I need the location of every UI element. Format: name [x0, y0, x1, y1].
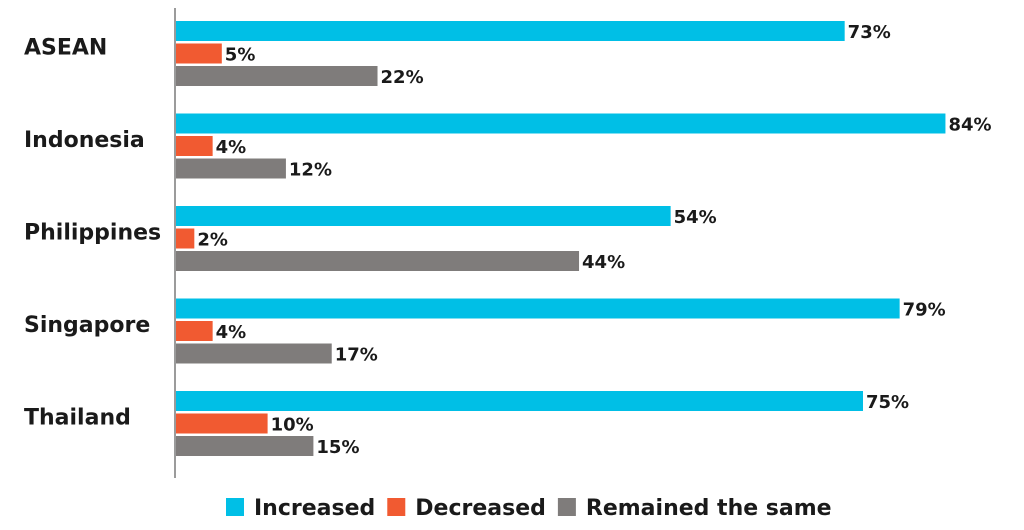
bars-layer: [176, 21, 946, 456]
bar-asean-remained-the-same: [176, 66, 378, 86]
data-label-philippines-increased: 54%: [674, 207, 717, 228]
bar-singapore-remained-the-same: [176, 343, 332, 364]
category-label-philippines: Philippines: [24, 221, 161, 246]
bar-philippines-decreased: [176, 228, 195, 249]
bar-philippines-increased: [176, 206, 671, 226]
labels-layer: 73% 5% 22% ASEAN 84% 4% 12% Indonesia 54% 2% 44% Ph…: [24, 22, 992, 458]
bar-indonesia-remained-the-same: [176, 158, 286, 179]
legend-swatch-increased: [226, 498, 244, 516]
category-label-thailand: Thailand: [24, 406, 131, 431]
data-label-indonesia-increased: 84%: [948, 115, 991, 136]
legend-label-remained-the-same: Remained the same: [586, 496, 832, 521]
category-label-asean: ASEAN: [24, 36, 107, 61]
data-label-indonesia-decreased: 4%: [216, 137, 247, 158]
data-label-philippines-decreased: 2%: [197, 230, 228, 251]
bar-singapore-increased: [176, 298, 900, 319]
data-label-asean-remained-the-same: 22%: [381, 67, 424, 88]
data-label-singapore-decreased: 4%: [216, 322, 247, 343]
data-label-indonesia-remained-the-same: 12%: [289, 160, 332, 181]
bar-thailand-decreased: [176, 413, 268, 434]
legend-swatch-remained-the-same: [557, 498, 576, 516]
legend-label-increased: Increased: [254, 496, 375, 521]
data-label-thailand-increased: 75%: [866, 392, 909, 413]
data-label-philippines-remained-the-same: 44%: [582, 252, 625, 273]
bar-thailand-increased: [176, 391, 863, 411]
category-label-singapore: Singapore: [24, 313, 150, 338]
bar-indonesia-increased: [176, 113, 946, 134]
bar-indonesia-decreased: [176, 136, 213, 156]
data-label-thailand-remained-the-same: 15%: [316, 437, 359, 458]
data-label-asean-increased: 73%: [848, 22, 891, 43]
legend-label-decreased: Decreased: [415, 496, 546, 521]
data-label-singapore-increased: 79%: [903, 300, 946, 321]
legend: Increased Decreased Remained the same: [226, 496, 832, 521]
bar-asean-decreased: [176, 43, 222, 64]
bar-philippines-remained-the-same: [176, 251, 580, 271]
bar-singapore-decreased: [176, 321, 213, 341]
legend-swatch-decreased: [387, 498, 406, 516]
data-label-asean-decreased: 5%: [225, 45, 256, 66]
category-label-indonesia: Indonesia: [24, 128, 145, 153]
bar-thailand-remained-the-same: [176, 436, 314, 456]
data-label-singapore-remained-the-same: 17%: [335, 345, 378, 366]
bar-asean-increased: [176, 21, 845, 41]
data-label-thailand-decreased: 10%: [271, 415, 314, 436]
